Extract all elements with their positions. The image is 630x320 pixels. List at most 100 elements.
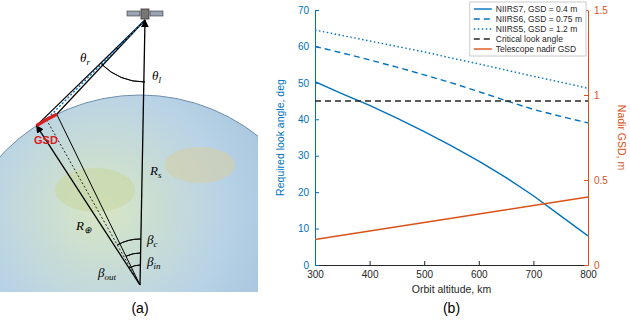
tick: 0.5 — [584, 175, 608, 186]
tick-label: 400 — [362, 269, 379, 280]
angle-arc — [117, 239, 141, 245]
satellite-body — [141, 9, 149, 19]
legend-swatch — [474, 48, 492, 49]
subscript: s — [158, 170, 162, 180]
tick: 20 — [298, 187, 319, 198]
subscript: in — [153, 261, 161, 271]
earth-group — [0, 95, 258, 292]
symbol-label: θl — [152, 68, 161, 85]
subscript: c — [153, 239, 157, 249]
tick: 1 — [584, 90, 600, 101]
tick-mark — [315, 229, 319, 230]
series-line — [315, 197, 588, 240]
legend-swatch — [474, 28, 492, 29]
axis: 300 400 500 600 700 800 — [307, 261, 597, 280]
tick-label: 40 — [298, 114, 310, 125]
tick: 70 — [298, 5, 319, 16]
tick-label: 700 — [526, 269, 543, 280]
tick-mark — [584, 265, 588, 266]
series-line — [315, 100, 588, 101]
legend: NIIRS7, GSD = 0.4 mNIIRS6, GSD = 0.75 mN… — [470, 2, 586, 56]
panel-label: (b) — [443, 300, 460, 316]
tick-mark — [315, 156, 319, 157]
chart: 30040050060070080001020304050607000.511.… — [274, 2, 628, 316]
symbol: R — [75, 218, 84, 233]
tick-mark — [315, 119, 319, 120]
y-axis-title: Required look angle, deg — [274, 79, 286, 196]
tick-mark — [584, 95, 588, 96]
tick-label: 800 — [580, 269, 597, 280]
tick-label: 10 — [298, 223, 310, 234]
tick-label: 70 — [298, 5, 310, 16]
tick-label: 300 — [307, 269, 324, 280]
center-ray — [46, 120, 140, 285]
axis-line — [588, 11, 589, 266]
legend-swatch — [474, 8, 492, 9]
tick: 10 — [298, 223, 319, 234]
legend-label: NIIRS6, GSD = 0.75 m — [496, 14, 582, 24]
plot-area — [315, 30, 588, 239]
land — [55, 168, 135, 212]
tick-label: 600 — [471, 269, 488, 280]
tick-mark — [370, 261, 371, 265]
tick-label: 50 — [298, 78, 310, 89]
subscript: l — [158, 75, 161, 85]
angle-arc — [129, 265, 140, 268]
tick-mark — [315, 192, 319, 193]
diagram: θrθlRsβcR⊕βoutβinGSD(a) — [0, 9, 330, 320]
symbol-label: R⊕ — [75, 218, 92, 235]
tick: 600 — [471, 261, 488, 280]
subscript: ⊕ — [84, 225, 92, 235]
figure: θrθlRsβcR⊕βoutβinGSD(a)30040050060070080… — [0, 0, 630, 320]
subscript: out — [104, 272, 116, 282]
tick-label: 500 — [416, 269, 433, 280]
legend-swatch — [474, 18, 492, 19]
view-ray — [37, 20, 145, 126]
symbol-label: βin — [146, 254, 161, 271]
tick: 30 — [298, 150, 319, 161]
tick-label: 0 — [594, 260, 600, 271]
tick: 50 — [298, 78, 319, 89]
tick: 500 — [416, 261, 433, 280]
tick: 700 — [526, 261, 543, 280]
axis: 0 10 20 30 40 50 60 70 — [298, 5, 319, 271]
tick-label: 1.5 — [594, 5, 608, 16]
earth-radius — [57, 114, 140, 285]
tick-mark — [315, 10, 319, 11]
tick-mark — [533, 261, 534, 265]
panel-label: (a) — [131, 300, 148, 316]
earth — [0, 95, 258, 292]
angle-arc — [126, 253, 141, 256]
x-axis-title: Orbit altitude, km — [412, 283, 492, 295]
tick-label: 30 — [298, 150, 310, 161]
symbol-label: Rs — [149, 163, 162, 180]
satellite — [127, 9, 163, 19]
tick-label: 60 — [298, 41, 310, 52]
symbol-label: βc — [146, 232, 157, 249]
gsd-arc — [37, 114, 57, 125]
angle-arc — [116, 48, 117, 49]
tick: 400 — [362, 261, 379, 280]
tick-label: 1 — [594, 90, 600, 101]
y2-axis-title: Nadir GSD, m — [616, 105, 628, 171]
axis-line — [315, 11, 316, 266]
symbol: R — [149, 163, 158, 178]
tick-mark — [424, 261, 425, 265]
subscript: r — [86, 57, 90, 67]
tick-mark — [315, 265, 319, 266]
tick: 40 — [298, 114, 319, 125]
legend-label: Telescope nadir GSD — [496, 44, 576, 54]
series-line — [315, 46, 588, 123]
symbol-label: θr — [80, 50, 90, 67]
series-line — [315, 30, 588, 88]
tick-mark — [479, 261, 480, 265]
tick: 0 — [303, 260, 319, 271]
view-ray — [57, 20, 145, 114]
solar-panel — [150, 11, 163, 16]
earth-radius — [37, 126, 140, 285]
legend-label: NIIRS7, GSD = 0.4 m — [496, 4, 578, 14]
tick: 1.5 — [584, 5, 608, 16]
legend-box — [470, 2, 586, 56]
tick-label: 20 — [298, 187, 310, 198]
tick-mark — [584, 180, 588, 181]
